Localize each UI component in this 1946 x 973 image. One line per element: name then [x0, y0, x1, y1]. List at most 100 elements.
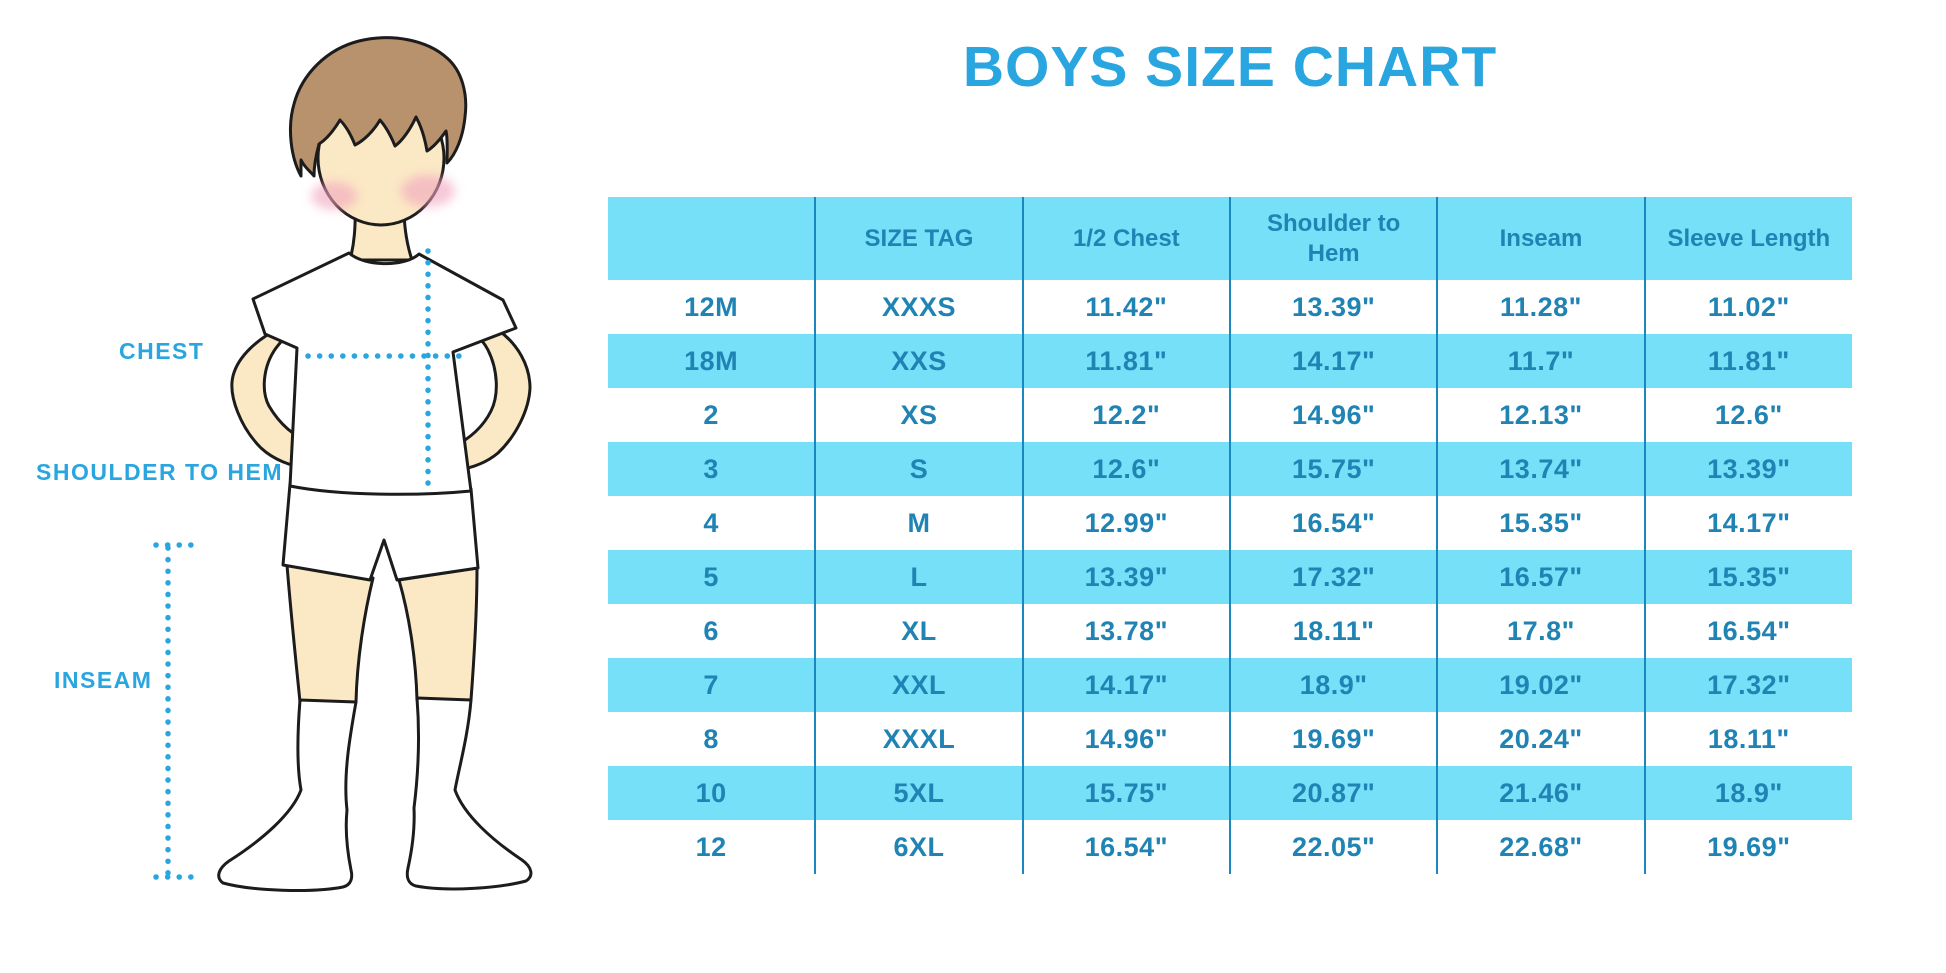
size-table: SIZE TAG 1/2 Chest Shoulder to Hem Inseam Sl…	[608, 197, 1852, 874]
measurement-cell: 18.11"	[1228, 604, 1438, 658]
table-row: 10 5XL 15.75" 20.87" 21.46" 18.9"	[608, 766, 1852, 820]
measurement-cell: 17.8"	[1436, 604, 1645, 658]
measurement-cell: 21.46"	[1436, 766, 1645, 820]
blush-right	[401, 175, 455, 207]
table-row: 7 XXL 14.17" 18.9" 19.02" 17.32"	[608, 658, 1852, 712]
table-row: 3 S 12.6" 15.75" 13.74" 13.39"	[608, 442, 1852, 496]
size-cell: 4	[703, 507, 719, 538]
measurement-cell: 22.68"	[1436, 820, 1645, 874]
size-table-head: SIZE TAG 1/2 Chest Shoulder to Hem Inseam Sl…	[608, 197, 1852, 280]
measurement-cell: 15.75"	[1021, 766, 1230, 820]
measurement-cell: 19.69"	[1643, 820, 1852, 874]
table-row: 12M XXXS 11.42" 13.39" 11.28" 11.02"	[608, 280, 1852, 334]
size-cell: 2	[703, 399, 719, 430]
table-row: 2 XS 12.2" 14.96" 12.13" 12.6"	[608, 388, 1852, 442]
measurement-cell: 11.28"	[1436, 280, 1645, 334]
table-header-row: SIZE TAG 1/2 Chest Shoulder to Hem Inseam Sl…	[608, 197, 1852, 280]
measurement-cell: L	[814, 550, 1023, 604]
measurement-cell: 13.39"	[1228, 280, 1438, 334]
size-cell: 6	[703, 615, 719, 646]
measurement-cell: XXL	[814, 658, 1023, 712]
measurement-cell: 13.39"	[1643, 442, 1852, 496]
measurement-cell: 18.11"	[1643, 712, 1852, 766]
measurement-cell: 18.9"	[1643, 766, 1852, 820]
right-sock-shape	[405, 696, 533, 891]
measurement-cell: 20.24"	[1436, 712, 1645, 766]
measurement-cell: 14.17"	[1021, 658, 1230, 712]
measurement-cell: 16.54"	[1643, 604, 1852, 658]
boy-illustration	[153, 36, 533, 892]
measurement-cell: 11.81"	[1643, 334, 1852, 388]
size-cell: 5	[608, 550, 816, 604]
measurement-cell: 19.69"	[1228, 712, 1438, 766]
measurement-cell: 6XL	[814, 820, 1023, 874]
measurement-cell: 13.74"	[1436, 442, 1645, 496]
inseam-label: INSEAM	[54, 667, 153, 693]
chest-label: CHEST	[119, 338, 205, 364]
measurement-cell: XXXS	[814, 280, 1023, 334]
table-row: 12 6XL 16.54" 22.05" 22.68" 19.69"	[608, 820, 1852, 874]
measurement-cell: M	[814, 496, 1023, 550]
measurement-cell: 20.87"	[1228, 766, 1438, 820]
measurement-cell: 12.13"	[1436, 388, 1645, 442]
measurement-cell: S	[814, 442, 1023, 496]
left-leg-shape	[285, 563, 375, 704]
measurement-cell: XL	[814, 604, 1023, 658]
measurement-cell: 16.54"	[1228, 496, 1438, 550]
tshirt-shape	[251, 251, 518, 496]
measurement-cell: XS	[814, 388, 1023, 442]
measurement-cell: 18.9"	[1228, 658, 1438, 712]
measurement-cell: XXS	[814, 334, 1023, 388]
measurement-cell: 13.78"	[1021, 604, 1230, 658]
hair-shape	[288, 36, 468, 178]
measurement-cell: 14.96"	[1021, 712, 1230, 766]
measurement-cell: 12.6"	[1021, 442, 1230, 496]
measurement-cell: 11.02"	[1643, 280, 1852, 334]
size-cell: 18M	[608, 334, 816, 388]
measurement-cell: 11.42"	[1021, 280, 1230, 334]
table-row: 18M XXS 11.81" 14.17" 11.7" 11.81"	[608, 334, 1852, 388]
measurement-cell: 12.2"	[1021, 388, 1230, 442]
column-header: SIZE TAG	[814, 197, 1023, 280]
column-header: 1/2 Chest	[1021, 197, 1230, 280]
measurement-cell: 14.17"	[1228, 334, 1438, 388]
measurement-cell: 22.05"	[1228, 820, 1438, 874]
size-cell: 3	[608, 442, 816, 496]
measurement-cell: 12.99"	[1021, 496, 1230, 550]
measurement-cell: XXXL	[814, 712, 1023, 766]
blush-left	[311, 182, 357, 210]
measurement-cell: 12.6"	[1643, 388, 1852, 442]
measurement-cell: 15.75"	[1228, 442, 1438, 496]
measurement-cell: 17.32"	[1228, 550, 1438, 604]
size-table-body: 12M XXXS 11.42" 13.39" 11.28" 11.02" 18M XXS 11.…	[608, 280, 1852, 874]
table-row: 5 L 13.39" 17.32" 16.57" 15.35"	[608, 550, 1852, 604]
measurement-cell: 15.35"	[1436, 496, 1645, 550]
left-sock-shape	[217, 698, 358, 892]
measurement-cell: 5XL	[814, 766, 1023, 820]
size-cell: 12M	[684, 291, 739, 322]
measurement-cell: 17.32"	[1643, 658, 1852, 712]
shorts-shape	[281, 482, 480, 582]
measurement-cell: 11.81"	[1021, 334, 1230, 388]
page-title: BOYS SIZE CHART	[962, 35, 1498, 99]
size-cell: 10	[608, 766, 816, 820]
measurement-cell: 19.02"	[1436, 658, 1645, 712]
table-row: 8 XXXL 14.96" 19.69" 20.24" 18.11"	[608, 712, 1852, 766]
table-row: 6 XL 13.78" 18.11" 17.8" 16.54"	[608, 604, 1852, 658]
measurement-cell: 14.17"	[1643, 496, 1852, 550]
size-cell: 7	[608, 658, 816, 712]
measurement-cell: 15.35"	[1643, 550, 1852, 604]
measurement-cell: 16.57"	[1436, 550, 1645, 604]
measurement-cell: 13.39"	[1021, 550, 1230, 604]
shoulder-to-hem-label: SHOULDER TO HEM	[36, 459, 283, 485]
measurement-cell: 11.7"	[1436, 334, 1645, 388]
column-header: Inseam	[1436, 197, 1645, 280]
size-cell: 8	[703, 723, 719, 754]
size-cell: 12	[695, 831, 727, 862]
measurement-cell: 16.54"	[1021, 820, 1230, 874]
measurement-cell: 14.96"	[1228, 388, 1438, 442]
table-row: 4 M 12.99" 16.54" 15.35" 14.17"	[608, 496, 1852, 550]
column-header: Sleeve Length	[1643, 197, 1852, 280]
column-header: Shoulder to Hem	[1228, 197, 1438, 280]
